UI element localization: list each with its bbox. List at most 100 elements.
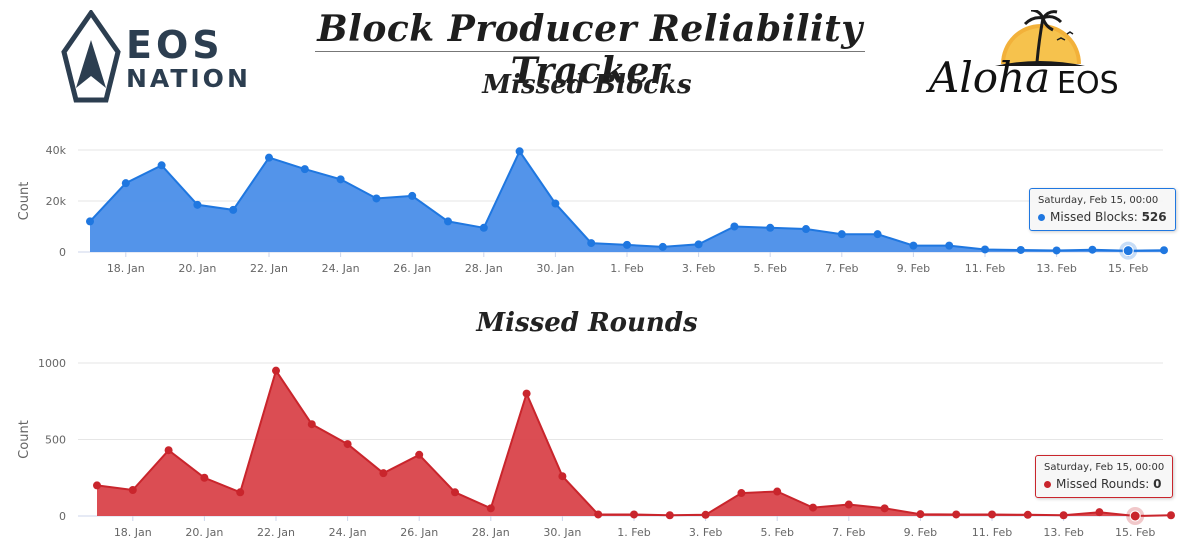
data-point <box>594 510 603 519</box>
x-tick-label: 30. Jan <box>536 262 574 275</box>
x-tick-label: 9. Feb <box>897 262 930 275</box>
x-tick-label: 9. Feb <box>904 526 937 539</box>
tooltip-date: Saturday, Feb 15, 00:00 <box>1038 195 1159 206</box>
data-point <box>558 472 567 481</box>
series-dot-icon <box>1038 214 1045 221</box>
data-point <box>1052 246 1061 255</box>
data-point <box>1088 245 1097 254</box>
y-tick-label: 0 <box>59 246 66 259</box>
data-point-hovered <box>1122 245 1134 257</box>
data-point <box>1167 511 1175 520</box>
series-area <box>97 370 1171 516</box>
data-point <box>128 485 137 494</box>
x-tick-label: 22. Jan <box>257 526 295 539</box>
data-point <box>515 147 524 156</box>
data-point <box>1023 510 1032 519</box>
x-tick-label: 13. Feb <box>1036 262 1076 275</box>
data-point <box>164 446 173 455</box>
data-point <box>522 389 531 398</box>
x-tick-label: 28. Jan <box>472 526 510 539</box>
data-point <box>630 510 638 519</box>
data-point <box>300 165 309 174</box>
data-point <box>773 487 782 496</box>
data-point <box>1095 508 1104 517</box>
data-point <box>945 241 954 250</box>
data-point <box>701 510 710 519</box>
x-tick-label: 26. Jan <box>400 526 438 539</box>
eos-nation-logo: EOS NATION <box>60 8 260 105</box>
x-tick-label: 13. Feb <box>1043 526 1083 539</box>
data-point <box>844 500 853 509</box>
data-point <box>372 194 381 203</box>
data-point <box>665 511 674 520</box>
x-tick-label: 18. Jan <box>114 526 152 539</box>
data-point <box>451 488 459 497</box>
x-tick-label: 30. Jan <box>543 526 581 539</box>
data-point <box>343 440 352 449</box>
data-point <box>229 205 238 214</box>
data-point <box>486 504 495 513</box>
missed-rounds-tooltip: Saturday, Feb 15, 00:00 Missed Rounds: 0 <box>1035 455 1174 498</box>
x-tick-label: 24. Jan <box>329 526 367 539</box>
x-tick-label: 5. Feb <box>753 262 786 275</box>
data-point <box>1059 511 1068 520</box>
eos-triangle-icon <box>61 8 121 103</box>
y-tick-label: 0 <box>59 510 66 523</box>
data-point <box>157 161 166 170</box>
data-point <box>236 488 245 497</box>
logo-aloha-eos-word: EOS <box>1057 66 1119 101</box>
data-point <box>880 504 889 513</box>
x-tick-label: 1. Feb <box>617 526 650 539</box>
x-tick-label: 7. Feb <box>825 262 858 275</box>
missed-blocks-tooltip: Saturday, Feb 15, 00:00 Missed Blocks: 5… <box>1029 188 1176 231</box>
data-point <box>193 200 202 209</box>
y-axis-title: Count <box>17 420 32 459</box>
x-tick-label: 15. Feb <box>1108 262 1148 275</box>
aloha-eos-logo: Aloha EOS <box>925 10 1135 105</box>
data-point <box>809 503 817 512</box>
tooltip-value: 0 <box>1153 477 1162 491</box>
series-dot-icon <box>1044 481 1051 488</box>
data-point <box>737 489 746 498</box>
missed-blocks-title: Missed Blocks <box>482 70 692 100</box>
data-point <box>307 420 316 429</box>
logo-nation-word: NATION <box>126 64 251 93</box>
palm-sunset-icon <box>995 10 1085 66</box>
x-tick-label: 28. Jan <box>465 262 503 275</box>
x-tick-label: 11. Feb <box>965 262 1005 275</box>
data-point <box>981 245 989 254</box>
tooltip-value: 526 <box>1141 210 1167 224</box>
data-point <box>802 225 810 234</box>
y-tick-label: 40k <box>46 144 67 157</box>
data-point-hovered <box>1129 510 1141 522</box>
data-point <box>952 510 961 519</box>
data-point <box>415 450 424 459</box>
missed-blocks-chart: 0 20k 40k Count 18. Jan 20. Jan 22. Jan 24. Jan… <box>17 144 1168 275</box>
series-area <box>90 151 1164 252</box>
data-point <box>873 230 882 239</box>
data-point <box>658 242 667 251</box>
tooltip-label: Missed Rounds <box>1056 477 1146 491</box>
data-point <box>694 240 703 249</box>
data-point <box>121 179 130 188</box>
data-point <box>336 175 345 184</box>
data-point <box>200 473 209 482</box>
x-tick-label: 24. Jan <box>322 262 360 275</box>
title-underline <box>315 51 865 52</box>
y-tick-label: 500 <box>45 434 66 447</box>
y-tick-label: 1000 <box>38 357 66 370</box>
x-tick-label: 3. Feb <box>682 262 715 275</box>
data-point <box>730 222 739 231</box>
missed-rounds-chart: 0 500 1000 Count 18. Jan 20. Jan 22. Jan 24. Ja… <box>17 357 1175 539</box>
x-tick-label: 3. Feb <box>689 526 722 539</box>
data-point <box>479 223 488 232</box>
x-tick-label: 7. Feb <box>832 526 865 539</box>
x-tick-label: 11. Feb <box>972 526 1012 539</box>
data-point <box>93 481 101 490</box>
page-title: Block Producer Reliability Tracker <box>317 8 863 92</box>
data-point <box>909 241 918 250</box>
data-point <box>379 469 388 478</box>
data-point <box>551 199 560 208</box>
data-point <box>837 230 846 239</box>
data-point <box>766 223 775 232</box>
